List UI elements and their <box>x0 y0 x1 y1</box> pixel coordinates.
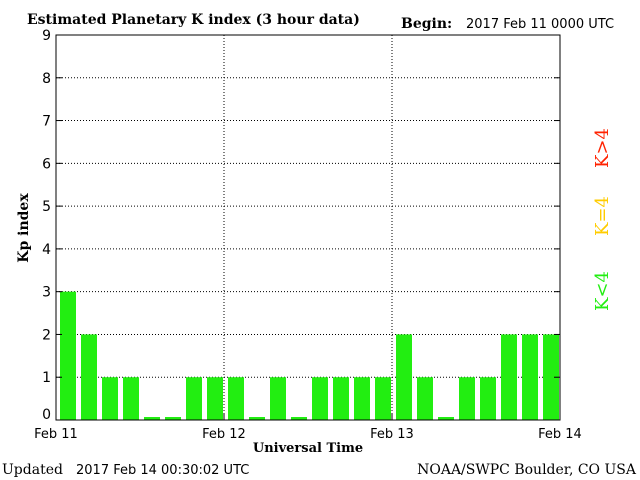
y-tick-label: 6 <box>42 156 51 172</box>
y-tick-label: 3 <box>42 285 51 301</box>
kp-bar <box>60 291 76 420</box>
x-tick-label: Feb 13 <box>370 427 414 442</box>
kp-bar <box>459 377 475 420</box>
grid <box>56 35 560 420</box>
kp-bar <box>165 417 181 420</box>
kp-bar <box>144 417 160 420</box>
x-tick-label: Feb 11 <box>34 427 78 442</box>
kp-bar <box>186 377 202 420</box>
kp-bar <box>417 377 433 420</box>
y-tick-label: 2 <box>42 327 51 343</box>
legend-entry: K=4 <box>592 196 613 236</box>
y-tick-label: 5 <box>42 199 51 215</box>
updated-value: 2017 Feb 14 00:30:02 UTC <box>76 463 249 478</box>
kp-bar <box>438 417 454 420</box>
x-axis: Feb 11 Feb 12 Feb 13 Feb 14 <box>34 414 582 442</box>
kp-bar <box>81 334 97 420</box>
kp-bar <box>270 377 286 420</box>
y-tick-label: 1 <box>42 370 51 386</box>
kp-bar <box>543 334 559 420</box>
y-tick-label: 4 <box>42 242 51 258</box>
legend: K>4 K=4 K<4 <box>592 128 613 311</box>
updated-label: Updated <box>2 462 63 478</box>
y-tick-label: 9 <box>42 28 51 44</box>
chart-title: Estimated Planetary K index (3 hour data… <box>27 12 360 28</box>
kp-bar <box>207 377 223 420</box>
begin-value: 2017 Feb 11 0000 UTC <box>466 17 614 32</box>
kp-bar <box>291 417 307 420</box>
kp-bar <box>522 334 538 420</box>
kp-bar <box>396 334 412 420</box>
bars <box>60 291 559 420</box>
x-axis-label: Universal Time <box>253 441 363 456</box>
kp-bar <box>480 377 496 420</box>
kp-bar <box>102 377 118 420</box>
y-tick-label: 0 <box>42 407 51 423</box>
y-tick-label: 7 <box>42 114 51 130</box>
kp-bar <box>312 377 328 420</box>
kp-bar <box>249 417 265 420</box>
legend-entry: K>4 <box>592 128 613 168</box>
y-tick-label: 8 <box>42 71 51 87</box>
kp-bar <box>375 377 391 420</box>
kp-bar <box>501 334 517 420</box>
plot-frame <box>55 34 561 421</box>
kp-bar <box>123 377 139 420</box>
begin-label: Begin: <box>401 16 452 32</box>
x-tick-label: Feb 12 <box>202 427 246 442</box>
kp-bar <box>228 377 244 420</box>
kp-bar <box>354 377 370 420</box>
source-credit: NOAA/SWPC Boulder, CO USA <box>417 462 637 478</box>
x-tick-label: Feb 14 <box>538 427 582 442</box>
kp-bar <box>333 377 349 420</box>
y-axis-label: Kp index <box>16 193 32 263</box>
y-axis: 0 1 2 3 4 5 6 7 8 9 <box>42 28 560 423</box>
legend-entry: K<4 <box>592 271 613 311</box>
